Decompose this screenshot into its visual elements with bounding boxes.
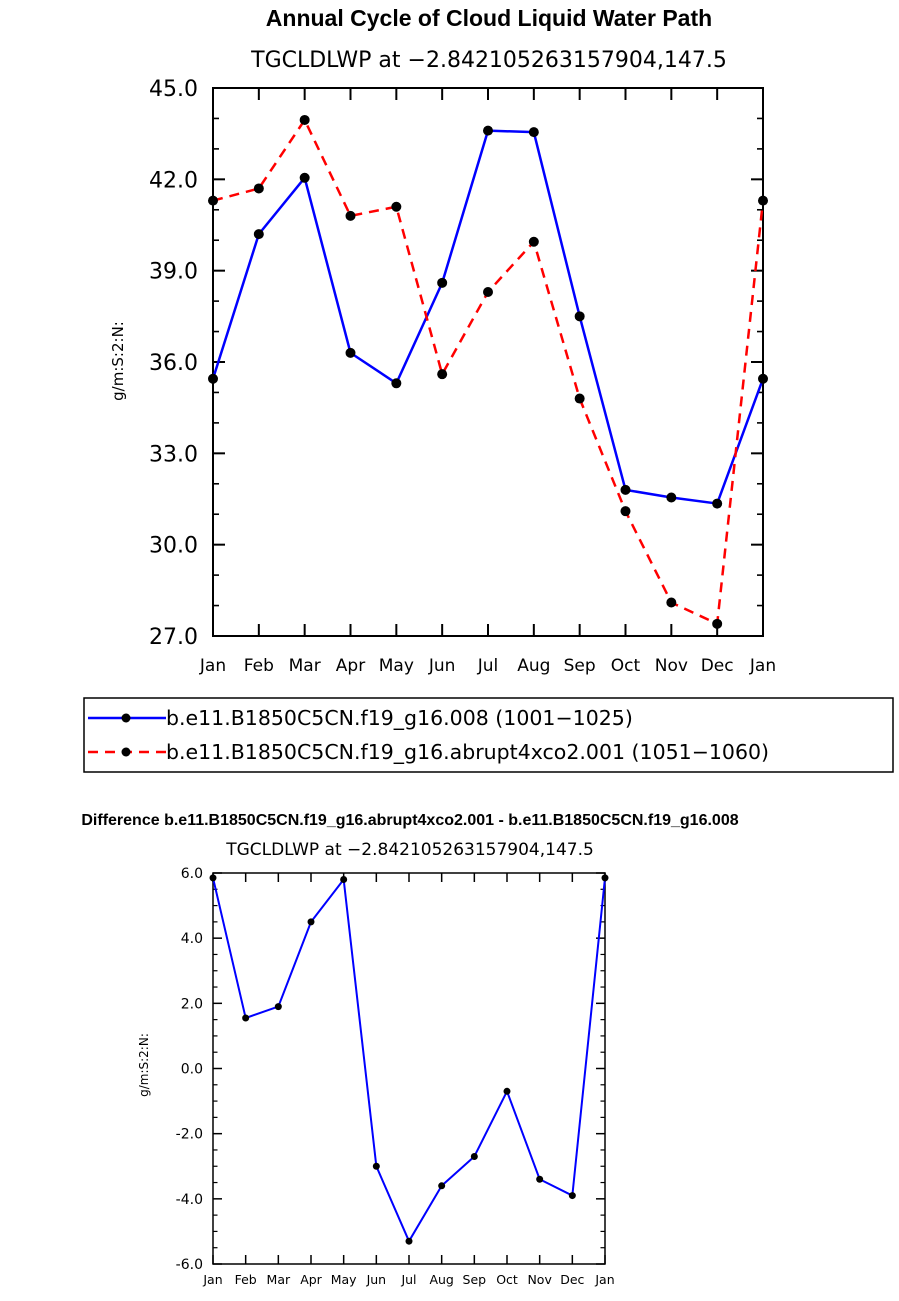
bottom-chart-title: Difference b.e11.B1850C5CN.f19_g16.abrup… bbox=[81, 812, 738, 829]
y-tick-label: 0.0 bbox=[181, 1062, 203, 1078]
data-point bbox=[345, 210, 356, 221]
data-point bbox=[405, 1237, 413, 1245]
data-point bbox=[528, 127, 539, 138]
data-point bbox=[253, 183, 264, 194]
data-point bbox=[438, 1182, 446, 1190]
x-tick-label: Dec bbox=[560, 1272, 584, 1287]
data-point bbox=[620, 506, 631, 517]
data-point bbox=[758, 195, 768, 206]
x-tick-label: Apr bbox=[300, 1272, 322, 1287]
y-tick-label: -6.0 bbox=[176, 1257, 203, 1273]
data-point bbox=[209, 874, 217, 882]
y-tick-label: 36.0 bbox=[149, 351, 198, 376]
x-tick-label: Aug bbox=[429, 1272, 453, 1287]
plot-frame bbox=[212, 872, 606, 1265]
data-point bbox=[503, 1087, 511, 1095]
bottom-plot-area: Jan Feb Mar Apr May Jun Jul Aug Sep Oct Nov Dec Jan-… bbox=[176, 866, 615, 1287]
data-point bbox=[601, 874, 609, 882]
data-point bbox=[483, 286, 493, 297]
y-tick-label: 42.0 bbox=[149, 168, 198, 193]
data-point bbox=[758, 373, 768, 384]
top-y-axis-label: g/m:S:2:N: bbox=[109, 321, 127, 401]
data-point bbox=[345, 347, 356, 358]
bottom-chart-subtitle: TGCLDLWP at −2.842105263157904,147.5 bbox=[225, 840, 594, 860]
top-chart-legend: b.e11.B1850C5CN.f19_g16.008 (1001−1025) … bbox=[83, 697, 894, 773]
data-point bbox=[483, 125, 493, 136]
x-tick-label: Nov bbox=[655, 656, 688, 676]
x-tick-label: May bbox=[379, 656, 414, 676]
y-tick-label: 39.0 bbox=[149, 260, 198, 285]
x-tick-label: Sep bbox=[564, 656, 596, 676]
data-point bbox=[666, 597, 677, 608]
data-point bbox=[470, 1152, 478, 1160]
data-point bbox=[299, 114, 310, 125]
series-line-1 bbox=[212, 877, 606, 1243]
data-point bbox=[712, 618, 723, 629]
x-tick-label: Jan bbox=[749, 656, 776, 676]
data-point bbox=[307, 918, 315, 926]
x-tick-label: Jan bbox=[199, 656, 226, 676]
x-tick-label: Dec bbox=[701, 656, 734, 676]
bottom-y-axis-label: g/m:S:2:N: bbox=[137, 1033, 151, 1097]
y-tick-label: 33.0 bbox=[149, 442, 198, 467]
x-tick-label: Nov bbox=[527, 1272, 552, 1287]
series-line-1 bbox=[211, 129, 765, 505]
series-line-2 bbox=[212, 118, 765, 626]
data-point bbox=[437, 277, 448, 288]
y-tick-label: 45.0 bbox=[149, 77, 198, 102]
legend-label-series-1: b.e11.B1850C5CN.f19_g16.008 (1001−1025) bbox=[166, 706, 633, 731]
x-tick-label: Oct bbox=[611, 656, 641, 676]
y-tick-label: -4.0 bbox=[176, 1192, 203, 1208]
data-point bbox=[253, 229, 264, 240]
x-tick-label: May bbox=[331, 1272, 357, 1287]
data-point bbox=[620, 484, 631, 495]
x-tick-label: Jul bbox=[477, 656, 499, 676]
data-point bbox=[712, 498, 723, 509]
data-point bbox=[666, 492, 677, 503]
y-tick-label: 6.0 bbox=[181, 866, 203, 882]
y-tick-label: -2.0 bbox=[176, 1127, 203, 1143]
y-tick-label: 27.0 bbox=[149, 625, 198, 650]
x-tick-label: Mar bbox=[267, 1272, 291, 1287]
y-tick-label: 4.0 bbox=[181, 931, 203, 947]
x-tick-label: Oct bbox=[496, 1272, 518, 1287]
data-point bbox=[528, 236, 539, 247]
x-tick-label: Sep bbox=[463, 1272, 487, 1287]
top-chart-subtitle: TGCLDLWP at −2.842105263157904,147.5 bbox=[250, 48, 727, 73]
data-point bbox=[391, 201, 402, 212]
top-plot-area: Jan Feb Mar Apr May Jun Jul Aug Sep Oct Nov Dec Jan2… bbox=[149, 77, 776, 676]
data-point bbox=[274, 1003, 282, 1011]
data-point bbox=[299, 172, 310, 183]
top-chart-title: Annual Cycle of Cloud Liquid Water Path bbox=[266, 5, 712, 31]
data-point bbox=[574, 311, 585, 322]
data-point bbox=[536, 1175, 544, 1183]
x-tick-label: Mar bbox=[289, 656, 321, 676]
x-tick-label: Jun bbox=[366, 1272, 387, 1287]
data-point bbox=[437, 369, 448, 380]
legend-frame bbox=[83, 697, 894, 773]
data-point bbox=[568, 1192, 576, 1200]
data-point bbox=[391, 378, 402, 389]
y-tick-label: 30.0 bbox=[149, 534, 198, 559]
x-tick-label: Jun bbox=[428, 656, 456, 676]
x-tick-label: Apr bbox=[336, 656, 365, 676]
data-point bbox=[574, 393, 585, 404]
data-point bbox=[372, 1162, 380, 1170]
x-tick-label: Jul bbox=[400, 1272, 416, 1287]
legend-label-series-2: b.e11.B1850C5CN.f19_g16.abrupt4xco2.001 … bbox=[166, 740, 769, 765]
y-tick-label: 2.0 bbox=[181, 996, 203, 1012]
data-point bbox=[208, 195, 218, 206]
x-tick-label: Feb bbox=[244, 656, 274, 676]
x-tick-label: Aug bbox=[517, 656, 550, 676]
data-point bbox=[242, 1014, 250, 1022]
data-point bbox=[340, 876, 348, 884]
legend-marker-series-1 bbox=[121, 713, 131, 723]
legend-marker-series-2 bbox=[121, 747, 131, 757]
data-point bbox=[208, 373, 218, 384]
x-tick-label: Jan bbox=[594, 1272, 614, 1287]
plot-frame bbox=[212, 87, 764, 637]
x-tick-label: Feb bbox=[235, 1272, 257, 1287]
x-tick-label: Jan bbox=[202, 1272, 222, 1287]
